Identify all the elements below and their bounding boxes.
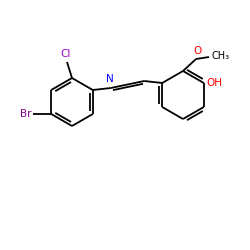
Text: N: N: [106, 74, 114, 84]
Text: CH₃: CH₃: [211, 51, 229, 61]
Text: O: O: [193, 46, 201, 56]
Text: Br: Br: [20, 109, 31, 119]
Text: OH: OH: [207, 78, 223, 88]
Text: Cl: Cl: [61, 49, 71, 59]
